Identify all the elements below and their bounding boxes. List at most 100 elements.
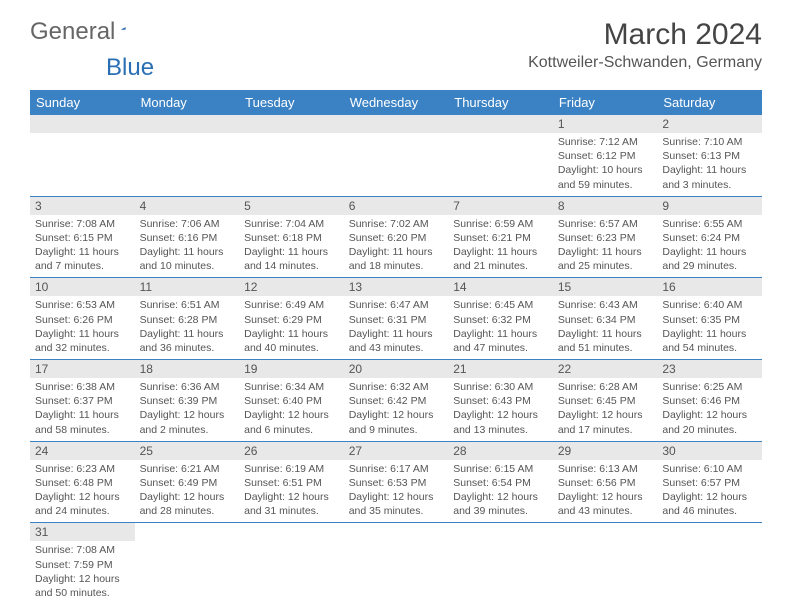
day-number: 18 <box>135 360 240 378</box>
day-detail-line: Daylight: 11 hours <box>558 327 653 341</box>
calendar-cell <box>448 115 553 196</box>
day-number: 14 <box>448 278 553 296</box>
day-detail-line: Sunset: 6:26 PM <box>35 313 130 327</box>
day-detail-line: and 10 minutes. <box>140 259 235 273</box>
day-detail-line: and 35 minutes. <box>349 504 444 518</box>
day-detail-line: Sunrise: 6:28 AM <box>558 380 653 394</box>
day-detail-line: and 58 minutes. <box>35 423 130 437</box>
day-detail-line: and 36 minutes. <box>140 341 235 355</box>
day-detail-line: Sunset: 6:56 PM <box>558 476 653 490</box>
day-detail-line: Sunset: 6:34 PM <box>558 313 653 327</box>
day-detail-line: Sunset: 6:51 PM <box>244 476 339 490</box>
day-detail-line: and 51 minutes. <box>558 341 653 355</box>
calendar-cell: 12Sunrise: 6:49 AMSunset: 6:29 PMDayligh… <box>239 278 344 360</box>
calendar-cell: 27Sunrise: 6:17 AMSunset: 6:53 PMDayligh… <box>344 441 449 523</box>
day-header: Friday <box>553 90 658 115</box>
day-number: 8 <box>553 197 658 215</box>
logo-text-blue: Blue <box>106 54 154 81</box>
day-detail-line: and 43 minutes. <box>558 504 653 518</box>
day-detail-line: and 29 minutes. <box>662 259 757 273</box>
day-number: 23 <box>657 360 762 378</box>
day-detail-line: Daylight: 11 hours <box>244 245 339 259</box>
calendar-cell: 2Sunrise: 7:10 AMSunset: 6:13 PMDaylight… <box>657 115 762 196</box>
day-detail-line: Sunrise: 6:19 AM <box>244 462 339 476</box>
day-detail-line: Sunset: 6:21 PM <box>453 231 548 245</box>
day-detail-line: Sunset: 6:46 PM <box>662 394 757 408</box>
day-details: Sunrise: 6:32 AMSunset: 6:42 PMDaylight:… <box>344 378 449 441</box>
day-detail-line: Sunrise: 6:40 AM <box>662 298 757 312</box>
calendar-cell: 29Sunrise: 6:13 AMSunset: 6:56 PMDayligh… <box>553 441 658 523</box>
day-detail-line: Daylight: 11 hours <box>244 327 339 341</box>
calendar-cell: 1Sunrise: 7:12 AMSunset: 6:12 PMDaylight… <box>553 115 658 196</box>
day-detail-line: Sunset: 6:29 PM <box>244 313 339 327</box>
day-detail-line: Daylight: 11 hours <box>453 327 548 341</box>
day-number-empty <box>30 115 135 133</box>
day-detail-line: Sunset: 6:49 PM <box>140 476 235 490</box>
day-detail-line: Sunset: 6:16 PM <box>140 231 235 245</box>
day-detail-line: Sunrise: 6:34 AM <box>244 380 339 394</box>
day-detail-line: and 2 minutes. <box>140 423 235 437</box>
day-detail-line: Sunset: 6:31 PM <box>349 313 444 327</box>
day-detail-line: and 25 minutes. <box>558 259 653 273</box>
day-header: Wednesday <box>344 90 449 115</box>
day-detail-line: Daylight: 12 hours <box>453 490 548 504</box>
day-detail-line: Sunrise: 7:12 AM <box>558 135 653 149</box>
day-number: 30 <box>657 442 762 460</box>
day-detail-line: and 13 minutes. <box>453 423 548 437</box>
day-details: Sunrise: 6:30 AMSunset: 6:43 PMDaylight:… <box>448 378 553 441</box>
calendar-cell <box>344 523 449 604</box>
day-number: 27 <box>344 442 449 460</box>
day-details: Sunrise: 6:47 AMSunset: 6:31 PMDaylight:… <box>344 296 449 359</box>
day-details: Sunrise: 6:38 AMSunset: 6:37 PMDaylight:… <box>30 378 135 441</box>
calendar-cell: 31Sunrise: 7:08 AMSunset: 7:59 PMDayligh… <box>30 523 135 604</box>
calendar-cell: 14Sunrise: 6:45 AMSunset: 6:32 PMDayligh… <box>448 278 553 360</box>
day-detail-line: Sunset: 6:20 PM <box>349 231 444 245</box>
day-detail-line: Sunset: 6:39 PM <box>140 394 235 408</box>
day-detail-line: Sunset: 6:40 PM <box>244 394 339 408</box>
day-detail-line: Daylight: 12 hours <box>35 572 130 586</box>
day-details: Sunrise: 6:21 AMSunset: 6:49 PMDaylight:… <box>135 460 240 523</box>
day-detail-line: Sunset: 6:13 PM <box>662 149 757 163</box>
calendar-cell: 22Sunrise: 6:28 AMSunset: 6:45 PMDayligh… <box>553 360 658 442</box>
day-detail-line: Sunrise: 6:21 AM <box>140 462 235 476</box>
day-number: 17 <box>30 360 135 378</box>
day-detail-line: Sunrise: 6:59 AM <box>453 217 548 231</box>
day-detail-line: Daylight: 11 hours <box>662 163 757 177</box>
day-details: Sunrise: 6:15 AMSunset: 6:54 PMDaylight:… <box>448 460 553 523</box>
day-details: Sunrise: 6:17 AMSunset: 6:53 PMDaylight:… <box>344 460 449 523</box>
calendar-cell: 23Sunrise: 6:25 AMSunset: 6:46 PMDayligh… <box>657 360 762 442</box>
day-detail-line: and 17 minutes. <box>558 423 653 437</box>
day-details: Sunrise: 6:40 AMSunset: 6:35 PMDaylight:… <box>657 296 762 359</box>
logo: General <box>30 18 149 46</box>
day-detail-line: Sunrise: 6:57 AM <box>558 217 653 231</box>
day-detail-line: Sunset: 6:12 PM <box>558 149 653 163</box>
day-header: Thursday <box>448 90 553 115</box>
day-number: 13 <box>344 278 449 296</box>
day-detail-line: Sunrise: 6:55 AM <box>662 217 757 231</box>
day-detail-line: Sunset: 6:54 PM <box>453 476 548 490</box>
day-detail-line: Sunrise: 6:47 AM <box>349 298 444 312</box>
day-detail-line: Sunrise: 6:30 AM <box>453 380 548 394</box>
day-number: 3 <box>30 197 135 215</box>
calendar-cell <box>657 523 762 604</box>
calendar-cell <box>344 115 449 196</box>
day-detail-line: Daylight: 12 hours <box>558 408 653 422</box>
day-detail-line: and 40 minutes. <box>244 341 339 355</box>
day-detail-line: and 46 minutes. <box>662 504 757 518</box>
calendar-cell: 20Sunrise: 6:32 AMSunset: 6:42 PMDayligh… <box>344 360 449 442</box>
calendar-cell: 13Sunrise: 6:47 AMSunset: 6:31 PMDayligh… <box>344 278 449 360</box>
day-detail-line: Sunset: 7:59 PM <box>35 558 130 572</box>
day-detail-line: Daylight: 11 hours <box>453 245 548 259</box>
day-detail-line: Daylight: 11 hours <box>662 245 757 259</box>
day-detail-line: Daylight: 12 hours <box>558 490 653 504</box>
location-text: Kottweiler-Schwanden, Germany <box>528 54 762 72</box>
day-detail-line: and 21 minutes. <box>453 259 548 273</box>
day-number: 11 <box>135 278 240 296</box>
calendar-cell: 19Sunrise: 6:34 AMSunset: 6:40 PMDayligh… <box>239 360 344 442</box>
day-details: Sunrise: 6:25 AMSunset: 6:46 PMDaylight:… <box>657 378 762 441</box>
day-detail-line: Daylight: 12 hours <box>244 490 339 504</box>
day-detail-line: Daylight: 12 hours <box>662 490 757 504</box>
day-detail-line: and 3 minutes. <box>662 178 757 192</box>
calendar-cell <box>30 115 135 196</box>
day-detail-line: and 20 minutes. <box>662 423 757 437</box>
